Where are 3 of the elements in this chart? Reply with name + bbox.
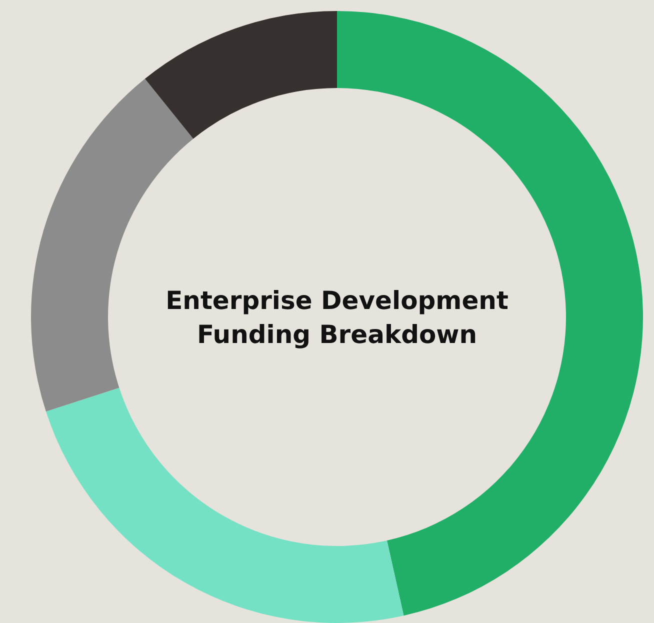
donut-slice <box>46 388 404 623</box>
donut-slice <box>144 11 337 139</box>
text: Enterprise Development Funding Breakdown <box>166 286 508 349</box>
